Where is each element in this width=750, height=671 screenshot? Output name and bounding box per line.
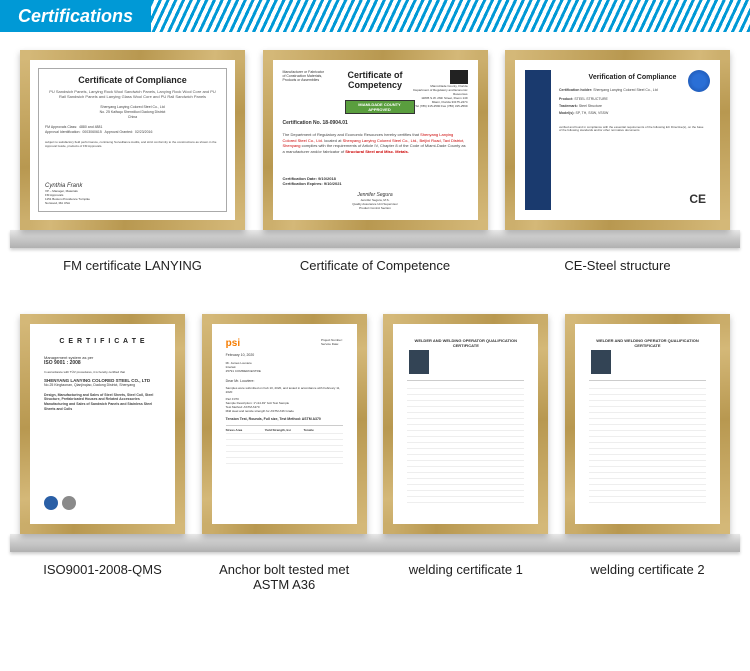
caption: ISO9001-2008-QMS [20,562,185,593]
cert-body: Certification holder: Shenyang Lanying C… [559,88,706,189]
ecm-badge-icon [688,70,710,92]
welder-photo [591,350,611,374]
weld-form [407,380,524,503]
cert-body: The Department of Regulatory and Economi… [283,132,468,173]
cert-competency: Manufacturer or Fabricatorof Constructio… [263,50,488,230]
header-stripes [151,0,750,32]
header-title: Certifications [0,0,151,32]
welder-photo [409,350,429,374]
cert-body: Shenyang Lanying Colored Steel Co., Ltd … [45,105,220,180]
cert-fm: Certificate of Compliance PU Sandwich Pa… [20,50,245,230]
cert-psi: psi Project Number:Service Date: Februar… [202,314,367,534]
row-1: Certificate of Compliance PU Sandwich Pa… [20,50,730,230]
caption: welding certificate 2 [565,562,730,593]
shelf-1 [10,230,740,248]
row-2: C E R T I F I C A T E Management system … [20,314,730,534]
captions-row-2: ISO9001-2008-QMS Anchor bolt tested met … [0,562,750,593]
cert-title: Certificate of Compliance [45,75,220,85]
caption: Anchor bolt tested met ASTM A36 [202,562,367,593]
caption: CE-Steel structure [505,258,730,274]
cert-iso: C E R T I F I C A T E Management system … [20,314,185,534]
ce-sidebar [525,70,551,210]
cert-title: Certificate of Competency [343,70,408,90]
row-2-section: C E R T I F I C A T E Management system … [0,296,750,534]
cert-weld-1: WELDER AND WELDING OPERATOR QUALIFICATIO… [383,314,548,534]
cert-ce: Verification of Compliance Certification… [505,50,730,230]
caption: welding certificate 1 [383,562,548,593]
weld-form [589,380,706,503]
header-bar: Certifications [0,0,750,32]
cert-weld-2: WELDER AND WELDING OPERATOR QUALIFICATIO… [565,314,730,534]
cert-title: C E R T I F I C A T E [44,338,161,345]
shelf-2 [10,534,740,552]
psi-logo: psi [226,338,240,349]
test-table: Stress AreaYield Strength, ksiTensile [226,425,343,464]
caption: FM certificate LANYING [20,258,245,274]
cert-title: Verification of Compliance [559,74,706,81]
cert-sub: PU Sandwich Panels, Lanying Rock Wool Sa… [45,89,220,99]
caption: Certificate of Competence [263,258,488,274]
cert-body: Design, Manufacturing and Sales of Steel… [44,393,161,493]
row-1-section: Certificate of Compliance PU Sandwich Pa… [0,32,750,230]
captions-row-1: FM certificate LANYING Certificate of Co… [0,258,750,274]
